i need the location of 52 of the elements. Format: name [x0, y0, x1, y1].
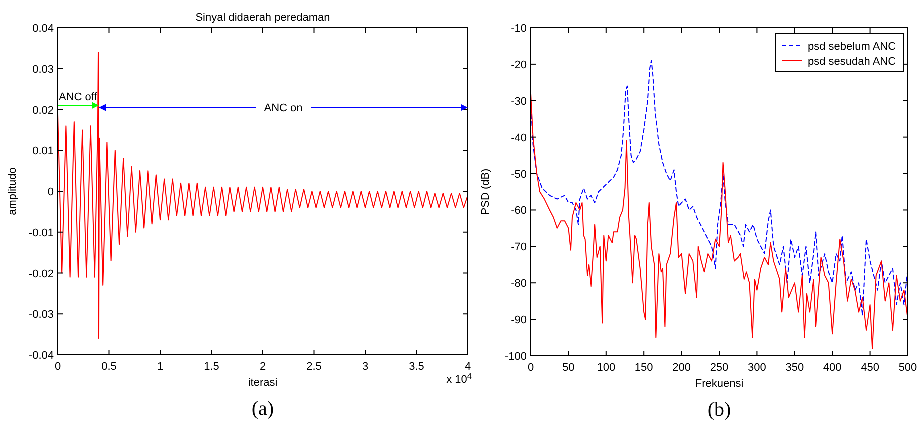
x-tick-label: 0.5	[102, 361, 117, 373]
chart-title: Sinyal didaerah peredaman	[196, 12, 330, 24]
y-tick-label: -20	[511, 59, 527, 72]
x-tick-label: 3	[362, 361, 369, 373]
annotation: ANC off	[59, 92, 98, 104]
y-tick-label: -50	[511, 168, 527, 181]
y-axis-title: PSD (dB)	[480, 168, 492, 216]
x-tick-label: 200	[672, 362, 691, 374]
line-series	[58, 52, 468, 340]
y-tick-label: -0.01	[28, 227, 54, 240]
x-tick-label: 350	[786, 362, 804, 374]
y-tick-label: -0.04	[28, 350, 54, 362]
x-tick-label: 500	[898, 362, 917, 374]
x-tick-label: 0	[54, 361, 62, 373]
y-tick-label: 0.03	[32, 64, 54, 76]
x-axis-title: Frekuensi	[695, 378, 744, 390]
y-tick-label: -30	[511, 96, 527, 108]
x-tick-label: 2.5	[306, 361, 322, 373]
x-tick-label: 50	[562, 362, 575, 374]
x-tick-label: 250	[710, 362, 729, 374]
y-tick-label: -70	[511, 242, 527, 254]
y-tick-label: 0.04	[32, 23, 54, 35]
x-tick-label: 1.5	[204, 361, 220, 373]
text: (a)	[252, 398, 274, 420]
x-tick-label: 400	[823, 362, 842, 374]
y-tick-label: -90	[511, 314, 527, 327]
x-tick-label: 4	[464, 361, 472, 373]
text: x 10$^{4}$	[446, 372, 472, 386]
y-tick-label: -0.02	[28, 268, 54, 280]
x-tick-label: 150	[634, 362, 654, 374]
text: (b)	[708, 399, 732, 421]
annotation: ANC on	[264, 102, 303, 115]
y-tick-label: -40	[511, 132, 527, 144]
y-tick-label: -60	[511, 205, 527, 218]
x-tick-label: 0	[528, 362, 534, 374]
x-tick-label: 300	[748, 362, 766, 374]
y-axis-title: amplitudo	[7, 168, 19, 216]
x-tick-label: 450	[861, 362, 880, 374]
x-tick-label: 100	[597, 362, 616, 374]
y-tick-label: -80	[511, 278, 527, 290]
y-tick-label: -100	[504, 351, 527, 363]
y-tick-label: 0.01	[32, 146, 54, 158]
x-tick-label: 1	[157, 361, 164, 373]
y-tick-label: -0.03	[28, 309, 54, 322]
y-tick-label: 0.02	[32, 104, 54, 117]
x-axis-title: iterasi	[248, 377, 278, 389]
x-tick-label: 3.5	[409, 361, 424, 373]
legend-label: psd sebelum ANC	[808, 41, 896, 53]
y-tick-label: 0	[48, 186, 54, 198]
y-tick-label: -10	[511, 23, 527, 35]
x-tick-label: 2	[260, 361, 266, 373]
legend-label: psd sesudah ANC	[808, 56, 896, 68]
